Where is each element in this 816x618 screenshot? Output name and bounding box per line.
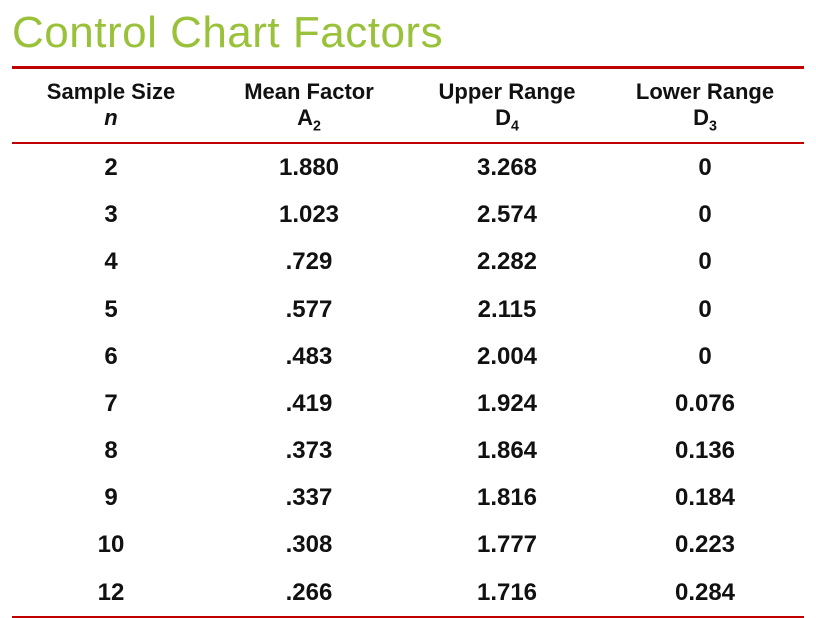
- col-header-line2: A2: [214, 105, 404, 136]
- col-header-mean-factor: Mean Factor A2: [210, 69, 408, 143]
- cell-d3: 0.184: [606, 474, 804, 521]
- cell-a2: 1.023: [210, 191, 408, 238]
- cell-d4: 1.864: [408, 427, 606, 474]
- cell-d4: 2.004: [408, 333, 606, 380]
- cell-d3: 0: [606, 333, 804, 380]
- table-row: 8.3731.8640.136: [12, 427, 804, 474]
- col-header-line1: Upper Range: [439, 79, 576, 104]
- cell-d3: 0: [606, 286, 804, 333]
- cell-d4: 1.777: [408, 521, 606, 568]
- col-header-upper-range: Upper Range D4: [408, 69, 606, 143]
- cell-n: 6: [12, 333, 210, 380]
- factors-table-wrap: Sample Size n Mean Factor A2 Upper Range…: [12, 66, 804, 618]
- table-row: 5.5772.1150: [12, 286, 804, 333]
- col-header-line2: D4: [412, 105, 602, 136]
- cell-a2: .419: [210, 380, 408, 427]
- col-header-line1: Mean Factor: [244, 79, 374, 104]
- cell-d4: 3.268: [408, 143, 606, 191]
- cell-d4: 1.716: [408, 569, 606, 617]
- table-row: 4.7292.2820: [12, 238, 804, 285]
- cell-a2: .337: [210, 474, 408, 521]
- cell-n: 10: [12, 521, 210, 568]
- table-row: 21.8803.2680: [12, 143, 804, 191]
- cell-a2: 1.880: [210, 143, 408, 191]
- col-header-line2: n: [16, 105, 206, 131]
- cell-n: 12: [12, 569, 210, 617]
- cell-d3: 0.284: [606, 569, 804, 617]
- cell-n: 7: [12, 380, 210, 427]
- cell-n: 5: [12, 286, 210, 333]
- table-body: 21.8803.268031.0232.57404.7292.28205.577…: [12, 143, 804, 617]
- cell-d3: 0: [606, 143, 804, 191]
- table-row: 31.0232.5740: [12, 191, 804, 238]
- cell-d4: 2.115: [408, 286, 606, 333]
- table-header-row: Sample Size n Mean Factor A2 Upper Range…: [12, 69, 804, 143]
- cell-d4: 2.282: [408, 238, 606, 285]
- col-header-sample-size: Sample Size n: [12, 69, 210, 143]
- cell-n: 3: [12, 191, 210, 238]
- cell-d4: 2.574: [408, 191, 606, 238]
- factors-table: Sample Size n Mean Factor A2 Upper Range…: [12, 69, 804, 618]
- cell-d3: 0.076: [606, 380, 804, 427]
- cell-a2: .577: [210, 286, 408, 333]
- cell-d3: 0.136: [606, 427, 804, 474]
- cell-a2: .373: [210, 427, 408, 474]
- cell-n: 9: [12, 474, 210, 521]
- cell-a2: .483: [210, 333, 408, 380]
- cell-d3: 0: [606, 191, 804, 238]
- cell-d3: 0.223: [606, 521, 804, 568]
- table-row: 7.4191.9240.076: [12, 380, 804, 427]
- cell-a2: .266: [210, 569, 408, 617]
- cell-n: 8: [12, 427, 210, 474]
- col-header-line1: Lower Range: [636, 79, 774, 104]
- col-header-line1: Sample Size: [47, 79, 175, 104]
- col-header-lower-range: Lower Range D3: [606, 69, 804, 143]
- page-title: Control Chart Factors: [12, 8, 804, 58]
- cell-n: 2: [12, 143, 210, 191]
- cell-n: 4: [12, 238, 210, 285]
- table-row: 10.3081.7770.223: [12, 521, 804, 568]
- table-row: 12.2661.7160.284: [12, 569, 804, 617]
- table-row: 6.4832.0040: [12, 333, 804, 380]
- col-header-line2: D3: [610, 105, 800, 136]
- cell-a2: .729: [210, 238, 408, 285]
- cell-a2: .308: [210, 521, 408, 568]
- cell-d4: 1.816: [408, 474, 606, 521]
- table-row: 9.3371.8160.184: [12, 474, 804, 521]
- cell-d4: 1.924: [408, 380, 606, 427]
- cell-d3: 0: [606, 238, 804, 285]
